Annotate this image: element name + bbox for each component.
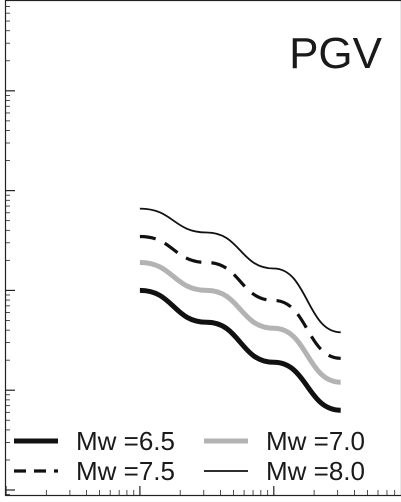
legend-label-2: Mw =7.5 <box>76 456 175 486</box>
y-axis-ticks <box>6 6 15 495</box>
legend-label-0: Mw =6.5 <box>76 426 175 456</box>
chart-title: PGV <box>289 29 383 78</box>
series-line-0 <box>139 287 341 413</box>
legend-label-3: Mw =8.0 <box>266 456 365 486</box>
series-line-2 <box>139 234 341 360</box>
x-axis-ticks <box>5 486 396 495</box>
plot-frame <box>4 0 401 497</box>
series-layer <box>139 207 341 413</box>
series-line-3 <box>139 207 341 334</box>
series-line-1 <box>139 260 341 385</box>
legend-label-1: Mw =7.0 <box>266 426 365 456</box>
legend: Mw =6.5 Mw =7.0 Mw =7.5 Mw =8.0 <box>14 426 365 486</box>
